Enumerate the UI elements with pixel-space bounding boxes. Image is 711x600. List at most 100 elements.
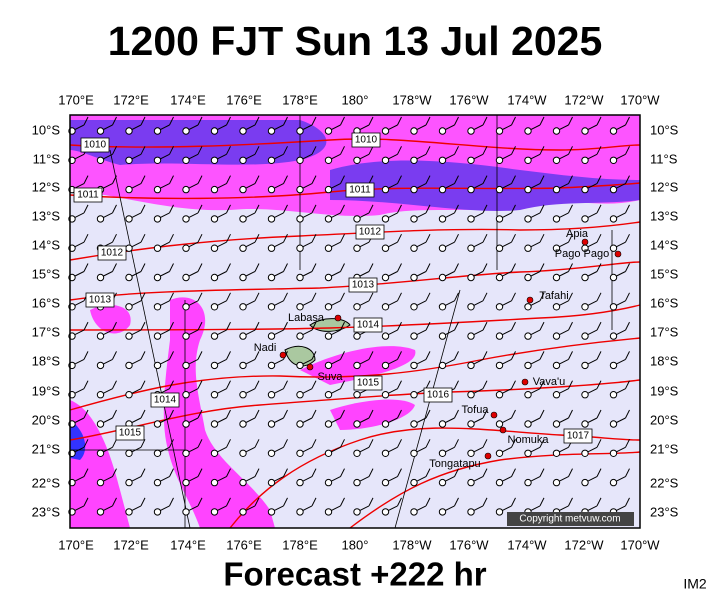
barb-flag (226, 263, 231, 272)
barb-flag (397, 380, 402, 389)
barb-flag (539, 263, 545, 272)
barb-flag (283, 204, 288, 214)
barb-flag (625, 263, 630, 272)
barb-station (324, 127, 333, 135)
barb-station (438, 273, 447, 282)
barb-station (581, 478, 589, 487)
barb-station (438, 361, 447, 370)
isobar-label: 1013 (89, 295, 112, 306)
barb-flag (311, 351, 317, 360)
barb-station (495, 244, 504, 252)
place-dot (581, 238, 589, 246)
place-dot (484, 452, 492, 460)
barb-flag (625, 468, 630, 477)
barb-flag (568, 380, 573, 389)
place-label: Apia (566, 228, 589, 240)
place-label: Nomuka (508, 434, 550, 446)
barb-station (381, 478, 390, 487)
rain-patch (330, 399, 415, 430)
barb-flag (397, 292, 402, 302)
barb-flag (596, 468, 602, 477)
barb-station (552, 127, 561, 135)
barb-station (125, 478, 133, 487)
place-label: Labasa (288, 312, 325, 324)
barb-flag (368, 263, 374, 272)
barb-flag (625, 204, 630, 214)
isobar-label: 1011 (349, 185, 371, 196)
barb-station (524, 273, 532, 282)
barb-station (324, 215, 333, 223)
isobar-label: 1012 (101, 248, 124, 259)
barb-station (467, 508, 475, 516)
barb-station (239, 303, 247, 311)
map-title: 1200 FJT Sun 13 Jul 2025 (108, 18, 603, 64)
barb-station (353, 508, 361, 516)
barb-flag (197, 116, 203, 126)
barb-station (581, 361, 589, 370)
barb-flag (140, 263, 146, 272)
barb-flag (625, 292, 630, 302)
isobar-label-box (73, 187, 103, 203)
barb-flag (625, 146, 630, 155)
barb-station (182, 215, 190, 223)
barb-station (381, 303, 390, 311)
barb-flag (397, 175, 402, 184)
barb-station (210, 244, 219, 252)
barb-flag (140, 204, 146, 214)
barb-station (296, 508, 304, 516)
barb-station (552, 478, 561, 487)
barb-station (467, 391, 475, 399)
lat-label: 16°S (32, 295, 61, 310)
barb-flag (340, 116, 345, 126)
barb-flag (112, 321, 117, 331)
barb-flag (169, 468, 174, 477)
barb-station (410, 215, 418, 223)
barb-station (296, 391, 304, 399)
barb-station (552, 449, 561, 457)
barb-flag (425, 439, 431, 448)
barb-station (438, 185, 447, 194)
barb-station (296, 332, 304, 340)
barb-station (353, 332, 361, 340)
barb-flag (482, 204, 488, 214)
barb-flag (539, 146, 545, 155)
barb-station (153, 449, 162, 457)
barb-flag (254, 292, 260, 302)
copyright: Copyright metvuw.com (519, 514, 620, 525)
barb-station (438, 420, 447, 428)
barb-flag (482, 409, 488, 419)
barb-flag (568, 321, 573, 331)
barb-station (495, 361, 504, 370)
lon-label: 174°E (170, 92, 206, 107)
barb-flag (511, 321, 516, 331)
barb-flag (254, 380, 260, 389)
barb-flag (368, 439, 374, 448)
barb-station (467, 244, 475, 252)
barb-flag (169, 146, 174, 155)
barb-flag (169, 233, 174, 243)
isobar-label-box (345, 182, 375, 198)
barb-station (467, 361, 475, 370)
barb-station (353, 156, 361, 165)
barb-flag (83, 175, 89, 184)
barb-flag (169, 439, 174, 448)
lon-label: 170°W (620, 92, 660, 107)
barb-flag (83, 233, 89, 243)
barb-flag (283, 263, 288, 272)
barb-station (524, 332, 532, 340)
lat-label: 10°S (650, 122, 679, 137)
barb-flag (311, 497, 317, 507)
barb-station (410, 391, 418, 399)
barb-station (438, 244, 447, 252)
barb-station (381, 361, 390, 370)
heavy-rain (330, 160, 640, 212)
barb-flag (169, 263, 174, 272)
place-label: Suva (317, 371, 343, 383)
barb-station (524, 478, 532, 487)
barb-flag (83, 497, 89, 507)
barb-station (324, 303, 333, 311)
barb-station (381, 156, 390, 165)
barb-flag (482, 175, 488, 184)
barb-flag (454, 321, 459, 331)
barb-station (410, 303, 418, 311)
